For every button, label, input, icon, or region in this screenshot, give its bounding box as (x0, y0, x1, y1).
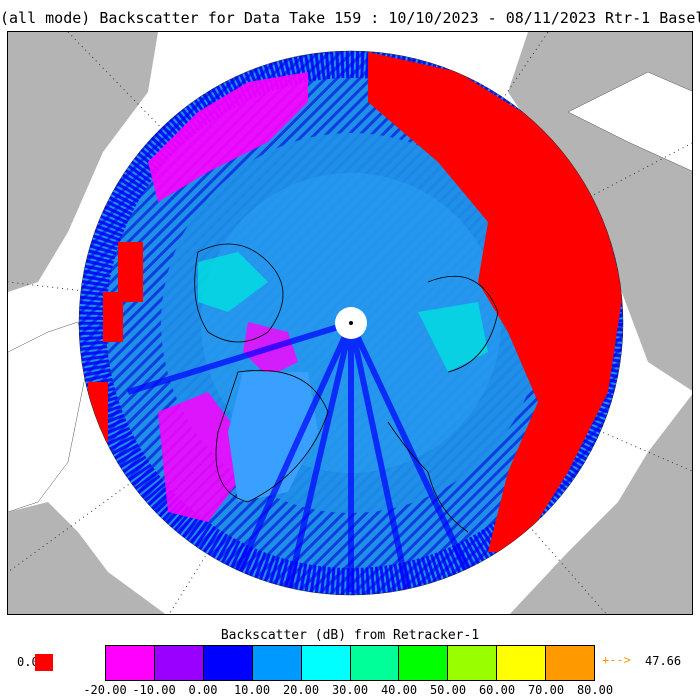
colorbar-tick-label: 70.00 (527, 683, 565, 697)
colorbar-tick-label: 40.00 (380, 683, 418, 697)
colorbar-segment (546, 646, 595, 680)
region-cyan-streaks (198, 252, 488, 372)
land-masses (8, 32, 692, 614)
land-east-asia-lower (8, 502, 166, 614)
polar-map (7, 31, 693, 615)
high-value-label: 47.66 (645, 654, 682, 668)
colorbar-tick-label: 10.00 (233, 683, 271, 697)
land-greenland-south (567, 71, 692, 172)
colorbar-segment (106, 646, 155, 680)
colorbar-segment (448, 646, 498, 680)
high-value-arrow: +--> (602, 653, 631, 667)
plot-title: (all mode) Backscatter for Data Take 159… (0, 9, 700, 27)
colorbar (105, 645, 595, 681)
colorbar-tick-label: 60.00 (478, 683, 516, 697)
colorbar-tick-label: 20.00 (282, 683, 320, 697)
colorbar-segment (399, 646, 449, 680)
polar-map-svg (8, 32, 692, 614)
low-value-swatch (35, 654, 53, 671)
region-low-upper-left (148, 72, 308, 202)
colorbar-segment (154, 646, 204, 680)
backscatter-disk (79, 51, 623, 595)
colorbar-tick-label: 30.00 (331, 683, 369, 697)
colorbar-segment (350, 646, 400, 680)
colorbar-title: Backscatter (dB) from Retracker-1 (220, 628, 480, 643)
region-low-left-sea (158, 392, 238, 522)
colorbar-tick-label: -20.00 (83, 683, 127, 697)
colorbar-tick-label: 80.00 (576, 683, 614, 697)
colorbar-tick-label: 50.00 (429, 683, 467, 697)
land-north-atlantic (509, 394, 692, 614)
land-europe (8, 321, 89, 513)
colorbar-tick-label: -10.00 (132, 683, 176, 697)
low-value-label: 0.0 (17, 655, 39, 669)
region-mid-lower-left (228, 372, 318, 502)
colorbar-segment (301, 646, 351, 680)
region-high-right (368, 52, 623, 552)
colorbar-segment (203, 646, 253, 680)
colorbar-tick-label: 0.00 (188, 683, 218, 697)
land-asia-west (8, 32, 158, 292)
colorbar-segment (497, 646, 547, 680)
colorbar-segment (252, 646, 302, 680)
